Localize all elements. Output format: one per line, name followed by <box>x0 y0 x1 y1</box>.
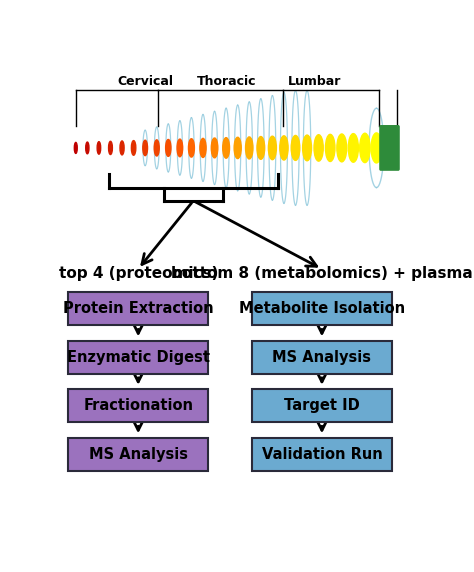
Text: top 4 (proteomics): top 4 (proteomics) <box>59 266 218 281</box>
Ellipse shape <box>131 141 136 155</box>
Ellipse shape <box>246 137 253 159</box>
Ellipse shape <box>291 136 300 160</box>
Ellipse shape <box>280 136 288 160</box>
Ellipse shape <box>189 139 194 157</box>
Ellipse shape <box>120 141 124 155</box>
Ellipse shape <box>74 142 77 153</box>
Ellipse shape <box>326 134 335 161</box>
FancyBboxPatch shape <box>252 292 392 325</box>
FancyBboxPatch shape <box>68 389 208 422</box>
FancyBboxPatch shape <box>252 438 392 471</box>
Ellipse shape <box>177 139 182 157</box>
Text: Validation Run: Validation Run <box>262 447 382 462</box>
FancyBboxPatch shape <box>68 438 208 471</box>
Text: Protein Extraction: Protein Extraction <box>63 301 214 316</box>
Ellipse shape <box>348 134 358 162</box>
FancyBboxPatch shape <box>252 340 392 374</box>
Ellipse shape <box>360 133 370 162</box>
Ellipse shape <box>234 137 241 158</box>
Text: MS Analysis: MS Analysis <box>89 447 188 462</box>
Ellipse shape <box>97 142 100 154</box>
FancyBboxPatch shape <box>252 389 392 422</box>
Ellipse shape <box>109 141 112 154</box>
Text: Thoracic: Thoracic <box>197 76 256 89</box>
Text: Metabolite Isolation: Metabolite Isolation <box>239 301 405 316</box>
Ellipse shape <box>302 135 311 161</box>
Ellipse shape <box>223 138 229 158</box>
Ellipse shape <box>371 133 382 163</box>
Ellipse shape <box>165 140 171 156</box>
Ellipse shape <box>337 134 346 162</box>
Ellipse shape <box>200 138 206 157</box>
Text: Fractionation: Fractionation <box>83 398 193 413</box>
Ellipse shape <box>268 136 276 160</box>
FancyBboxPatch shape <box>379 125 400 171</box>
Ellipse shape <box>86 142 89 154</box>
Text: Target ID: Target ID <box>284 398 360 413</box>
Ellipse shape <box>211 138 218 158</box>
Ellipse shape <box>257 137 264 159</box>
Ellipse shape <box>143 140 147 156</box>
Ellipse shape <box>314 135 323 161</box>
Text: bottom 8 (metabolomics) + plasma: bottom 8 (metabolomics) + plasma <box>171 266 473 281</box>
Text: Lumbar: Lumbar <box>288 76 341 89</box>
FancyBboxPatch shape <box>68 340 208 374</box>
Ellipse shape <box>154 140 159 156</box>
Text: MS Analysis: MS Analysis <box>273 349 372 364</box>
Text: Enzymatic Digest: Enzymatic Digest <box>67 349 210 364</box>
FancyBboxPatch shape <box>68 292 208 325</box>
Text: Cervical: Cervical <box>118 76 173 89</box>
